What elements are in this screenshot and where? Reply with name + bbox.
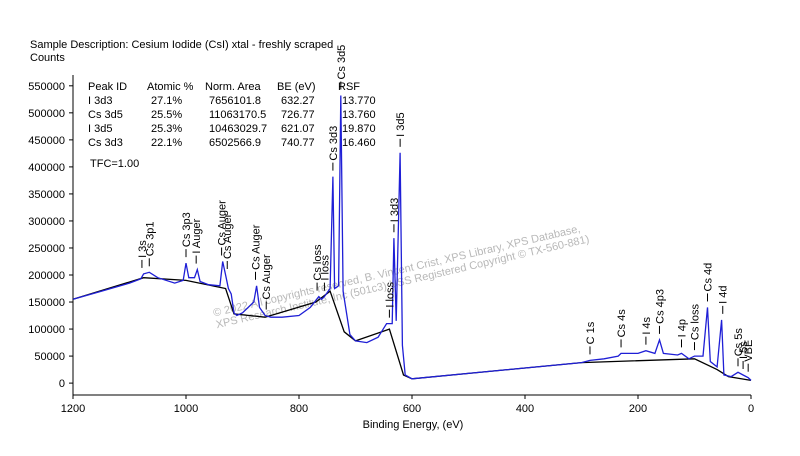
y-tick-label: 550000 — [28, 81, 65, 93]
table-cell: 740.77 — [281, 137, 315, 149]
table-cell: 19.870 — [342, 123, 376, 135]
x-tick-label: 1000 — [174, 403, 198, 415]
peak-label: I 3d5 — [395, 112, 407, 136]
x-tick-label: 800 — [290, 403, 308, 415]
x-tick-label: 200 — [629, 403, 647, 415]
peak-label: C 1s — [585, 321, 597, 344]
table-cell: 22.1% — [151, 137, 182, 149]
table-cell: 25.3% — [151, 123, 182, 135]
y-tick-label: 100000 — [28, 324, 65, 336]
table-header: Norm. Area — [205, 81, 262, 93]
table-cell: 27.1% — [151, 95, 182, 107]
peak-label: Cs Auger — [250, 224, 262, 270]
peak-label: Cs 3d5 — [336, 45, 348, 80]
peak-label: I Auger — [191, 218, 203, 253]
y-tick-label: 50000 — [34, 351, 65, 363]
spectrum-line — [72, 277, 752, 382]
peak-label: I 4d — [718, 286, 730, 304]
peak-label: I 3s — [137, 240, 149, 258]
spectrum-line — [72, 95, 752, 381]
peak-label: VBE — [743, 340, 755, 362]
peak-label: I loss — [319, 254, 331, 280]
peak-label: I 3d3 — [389, 198, 401, 222]
peak-label: I 4p — [677, 319, 689, 337]
y-tick-label: 250000 — [28, 243, 65, 255]
y-tick-label: 300000 — [28, 216, 65, 228]
peak-label: I 4s — [641, 316, 653, 334]
peak-label: Cs 5s — [733, 328, 745, 357]
table-cell: 13.760 — [342, 109, 376, 121]
peak-label: Cs 3p3 — [181, 212, 193, 247]
table-cell: 10463029.7 — [209, 123, 267, 135]
table-cell: 621.07 — [281, 123, 315, 135]
y-tick-label: 450000 — [28, 135, 65, 147]
table-cell: 726.77 — [281, 109, 315, 121]
peak-label: Cs Auger — [222, 213, 234, 259]
x-tick-label: 600 — [403, 403, 421, 415]
table-cell: 632.27 — [281, 95, 315, 107]
peak-label: Cs 3d3 — [328, 126, 340, 161]
y-tick-label: 500000 — [28, 108, 65, 120]
table-cell: 6502566.9 — [209, 137, 261, 149]
y-axis-title: Counts — [30, 52, 65, 64]
chart-title: Sample Description: Cesium Iodide (CsI) … — [30, 39, 333, 51]
x-tick-label: 400 — [516, 403, 534, 415]
table-cell: 13.770 — [342, 95, 376, 107]
x-tick-label: 0 — [748, 403, 754, 415]
x-axis-title: Binding Energy, (eV) — [363, 419, 464, 431]
table-cell: Cs 3d5 — [88, 109, 123, 121]
peak-label: Cs 4d — [702, 263, 714, 292]
table-header: Peak ID — [88, 81, 127, 93]
peak-label: Cs 4p3 — [654, 289, 666, 324]
table-header: RSF — [338, 81, 360, 93]
table-cell: 11063170.5 — [209, 109, 266, 121]
table-header: BE (eV) — [277, 81, 316, 93]
tfc-label: TFC=1.00 — [90, 158, 139, 170]
x-tick-label: 1200 — [61, 403, 85, 415]
table-cell: 16.460 — [342, 137, 376, 149]
table-header: Atomic % — [147, 81, 194, 93]
table-cell: 25.5% — [151, 109, 182, 121]
y-tick-label: 400000 — [28, 162, 65, 174]
table-cell: I 3d5 — [88, 123, 112, 135]
y-tick-label: 150000 — [28, 297, 65, 309]
peak-label: Cs 3p1 — [144, 221, 156, 256]
peak-label: Cs 4s — [616, 309, 628, 338]
peak-label: Cs loss — [312, 244, 324, 281]
table-cell: 7656101.8 — [209, 95, 261, 107]
peak-label: I loss — [384, 281, 396, 307]
peak-label: Cs loss — [690, 304, 702, 341]
table-cell: Cs 3d3 — [88, 137, 123, 149]
table-cell: I 3d3 — [88, 95, 112, 107]
y-tick-label: 200000 — [28, 270, 65, 282]
y-tick-label: 0 — [59, 378, 65, 390]
y-tick-label: 350000 — [28, 189, 65, 201]
peak-label: I 5s — [738, 341, 750, 359]
peak-label: Cs Auger — [261, 254, 273, 300]
peak-label: Cs Auger — [217, 200, 229, 246]
